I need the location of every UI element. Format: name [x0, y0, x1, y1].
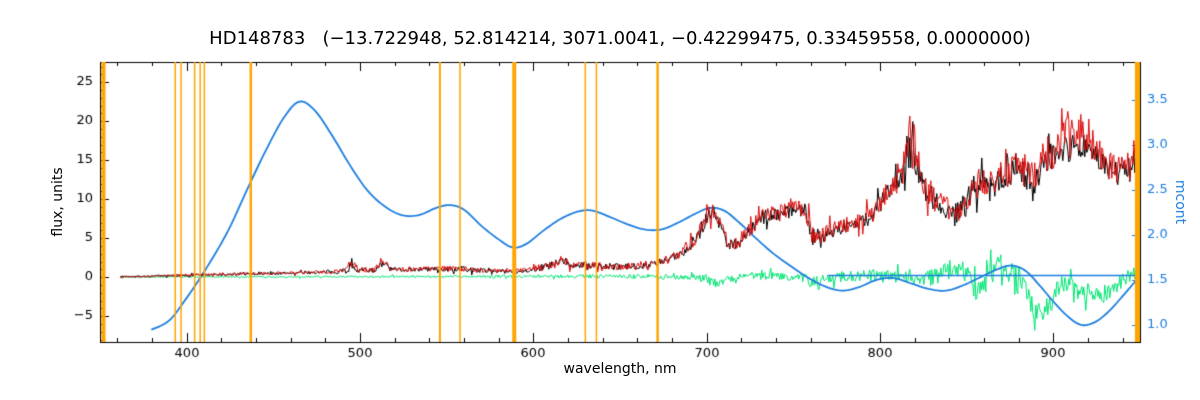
- y-axis-right-label: mcont: [1172, 179, 1188, 225]
- x-axis-label: wavelength, nm: [563, 361, 677, 377]
- y-axis-left-label: flux, units: [50, 167, 66, 237]
- plot-title: HD148783 (−13.722948, 52.814214, 3071.00…: [209, 28, 1031, 49]
